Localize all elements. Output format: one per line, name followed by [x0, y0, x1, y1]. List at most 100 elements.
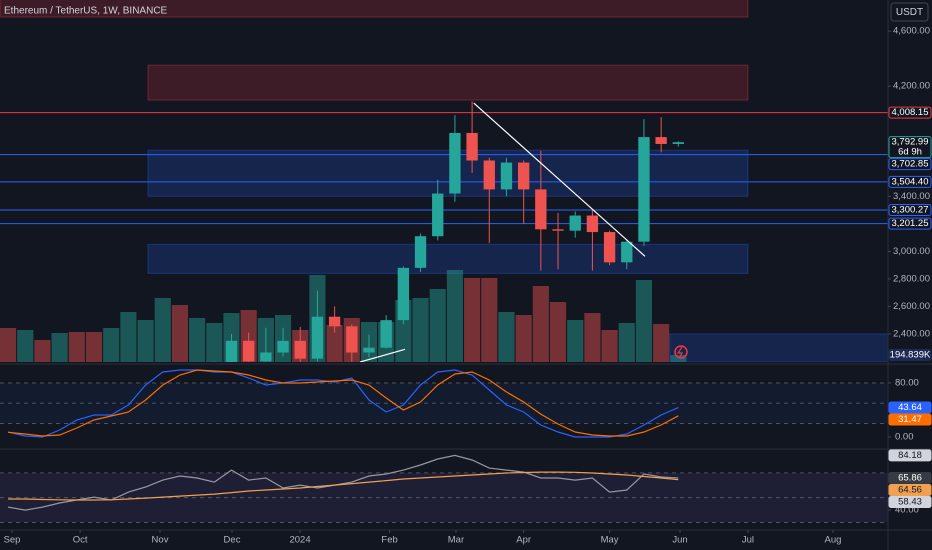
trendline — [359, 348, 406, 362]
last-price-label: 3,792.99 — [892, 137, 929, 148]
rsi-band-value-label: 84.18 — [898, 450, 922, 461]
x-tick-label: Nov — [152, 535, 169, 546]
rsi-band-value-badge — [888, 449, 932, 462]
volume-bar — [567, 319, 584, 362]
volume-bar — [103, 328, 120, 362]
volume-bar — [653, 323, 670, 362]
y-tick-label: 4,600.00 — [893, 26, 930, 37]
rsi-value-badge — [888, 484, 932, 497]
y-tick-label: 3,000.00 — [893, 246, 930, 257]
y-tick-label: 2,400.00 — [893, 328, 930, 339]
x-tick-label: Feb — [381, 535, 397, 546]
zone — [147, 149, 749, 197]
volume-bar — [0, 328, 17, 362]
y-tick-label: 4,200.00 — [893, 81, 930, 92]
candle-body — [346, 326, 358, 353]
currency-box[interactable] — [890, 2, 929, 22]
stoch-value-label: 43.64 — [898, 402, 922, 413]
candle-body — [363, 347, 375, 353]
zone — [0, 0, 749, 18]
rsi-value-badge — [888, 472, 932, 485]
volume-bar — [498, 311, 515, 362]
rsi-line — [8, 471, 679, 501]
volume-bar — [635, 279, 653, 362]
volume-bar — [481, 278, 498, 362]
candle-body — [328, 316, 341, 327]
candle-body — [243, 340, 255, 362]
price-line-label: 3,504.40 — [892, 176, 929, 187]
stoch-value-label: 31.47 — [898, 414, 922, 425]
rsi-line — [7, 454, 679, 511]
volume-bar — [154, 297, 171, 362]
trendline — [473, 102, 646, 257]
candle-body — [535, 189, 547, 230]
candle-body — [397, 267, 410, 321]
stoch-value-badge — [888, 401, 932, 414]
candle-body — [466, 132, 478, 161]
y-tick-label: 2,600.00 — [893, 301, 930, 312]
candle-body — [277, 340, 289, 353]
candle-body — [638, 137, 650, 242]
volume-bar — [549, 301, 567, 362]
price-line-badge — [888, 217, 932, 230]
x-tick-label: Apr — [516, 535, 531, 546]
x-tick-label: 2024 — [289, 535, 310, 546]
candle-body — [483, 160, 495, 190]
price-line-badge — [888, 204, 932, 217]
x-tick-label: Dec — [224, 535, 241, 546]
rsi-band-value-label: 58.43 — [898, 497, 922, 508]
zone — [147, 64, 749, 101]
candle-body — [500, 162, 513, 190]
price-line-badge — [888, 158, 932, 171]
candle-body — [414, 236, 427, 268]
candle-body — [260, 352, 272, 362]
x-tick-label: Jun — [672, 535, 687, 546]
price-line-badge — [888, 106, 932, 119]
volume-bar — [446, 269, 463, 362]
zone — [147, 243, 749, 274]
last-price-label: 6d 9h — [898, 147, 922, 158]
rsi-panel — [0, 454, 888, 523]
y-tick-label: 2,800.00 — [893, 273, 930, 284]
volume-bar — [670, 354, 687, 362]
volume-bar — [464, 278, 481, 362]
price-line-label: 3,702.85 — [892, 159, 929, 170]
stoch-line — [8, 369, 679, 437]
volume-bar — [120, 311, 137, 362]
volume-bar — [206, 322, 223, 362]
volume-bar — [137, 319, 154, 362]
candle-body — [672, 142, 685, 144]
volume-bar — [584, 313, 601, 362]
zone — [669, 333, 888, 362]
candle-body — [432, 193, 444, 237]
candle-body — [517, 162, 530, 190]
price-line-badge — [888, 175, 932, 188]
last-price-badge — [888, 136, 932, 159]
volume-bar — [17, 329, 34, 362]
alert-icon[interactable] — [674, 345, 688, 359]
volume-bar — [34, 339, 51, 362]
y-tick-label: 3,400.00 — [893, 191, 930, 202]
x-tick-label: Sep — [4, 535, 21, 546]
volume-bar — [429, 288, 446, 362]
volume-bar — [189, 317, 206, 362]
candle-body — [552, 229, 564, 231]
price-line-label: 3,201.25 — [892, 218, 929, 229]
volume-bar — [68, 332, 85, 362]
candle-body — [603, 232, 616, 263]
rsi-value-label: 64.56 — [898, 485, 922, 496]
candle-body — [569, 215, 581, 231]
volume-bar — [515, 314, 532, 362]
axes: 4,600.00 4,200.00 3,400.00 3,000.00 2,800.00… — [4, 26, 932, 546]
volume-bar — [51, 332, 68, 362]
price-panel — [0, 0, 888, 362]
candle-body — [380, 320, 392, 348]
x-tick-label: May — [601, 535, 619, 546]
candle-body — [225, 340, 238, 362]
volume-bar — [601, 329, 618, 362]
volume-bar — [326, 325, 343, 362]
candle-body — [311, 316, 324, 359]
volume-bar — [618, 322, 635, 362]
rsi-value-label: 65.86 — [898, 473, 922, 484]
